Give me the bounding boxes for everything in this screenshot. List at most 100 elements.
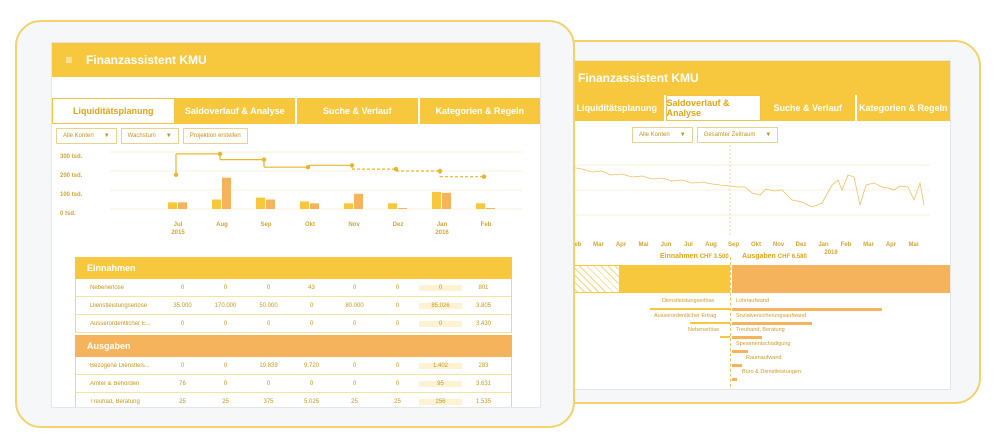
table-cell[interactable]: 0 xyxy=(309,380,314,387)
bar[interactable] xyxy=(476,203,485,209)
table-cell[interactable]: 170.000 xyxy=(214,302,237,309)
table-cell[interactable]: 0 xyxy=(309,302,314,309)
table-row[interactable]: Treuhad, Beratung 25 25 375 5.025 25 25 256 1.53… xyxy=(76,393,511,407)
table-cell[interactable]: 25 xyxy=(179,398,186,405)
table-cell[interactable]: 1.402 xyxy=(419,362,462,369)
bar[interactable] xyxy=(212,199,221,210)
table-cell[interactable]: 85.026 xyxy=(419,302,462,309)
table-row[interactable]: Ausserordentlicher E... 0 0 0 0 0 0 0 3.430 xyxy=(76,315,511,333)
table-cell[interactable]: 0 xyxy=(266,320,271,327)
table-cell[interactable]: 50.000 xyxy=(259,302,278,309)
back-x-tick-label: Okt xyxy=(750,242,761,248)
back-expense-cat-2: Sozialversicherungsaufwand xyxy=(736,313,807,319)
table-cell[interactable]: 0 xyxy=(395,362,400,369)
back-x-tick-label: Jun xyxy=(660,242,672,248)
back-expense-label: Ausgaben CHF 6.580 xyxy=(742,253,807,260)
balance-point[interactable] xyxy=(173,172,179,177)
back-app-bar: Finanzassistent KMU xyxy=(570,61,950,95)
account-select[interactable]: Alle Konten ▼ xyxy=(56,128,117,144)
expenses-table: Bezogene Dienstleis... 0 0 19.839 9.720 0 0 1.4… xyxy=(75,357,512,407)
table-cell[interactable]: 80.000 xyxy=(345,302,364,309)
table-cell[interactable]: 0 xyxy=(419,320,462,327)
bar[interactable] xyxy=(222,177,231,209)
table-cell[interactable]: 35.000 xyxy=(173,302,192,309)
back-income-cat-bar xyxy=(690,322,730,324)
table-cell[interactable]: 19.839 xyxy=(259,362,278,369)
table-row[interactable]: Bezogene Dienstleis... 0 0 19.839 9.720 0 0 1.4… xyxy=(76,357,511,375)
balance-point[interactable] xyxy=(393,166,399,172)
table-cell[interactable]: 25 xyxy=(394,398,401,405)
table-cell[interactable]: 0 xyxy=(352,320,357,327)
table-cell[interactable]: 0 xyxy=(223,284,228,291)
create-projection-button[interactable]: Projektion erstellen xyxy=(182,128,248,144)
table-cell[interactable]: 0 xyxy=(266,380,271,387)
table-cell[interactable]: 0 xyxy=(352,284,357,291)
table-cell[interactable]: 76 xyxy=(179,380,186,387)
table-cell[interactable]: 375 xyxy=(263,398,274,405)
bar[interactable] xyxy=(388,203,397,209)
table-cell[interactable]: 0 xyxy=(395,302,400,309)
bar[interactable] xyxy=(256,197,265,209)
back-account-select[interactable]: Alle Konten ▼ xyxy=(632,127,693,143)
table-cell[interactable]: 9.720 xyxy=(303,362,319,369)
table-cell[interactable]: 0 xyxy=(395,380,400,387)
back-income-cat-1: Dienstleistungserlöse xyxy=(662,298,715,304)
back-tab-categories[interactable]: Kategorien & Regeln xyxy=(856,95,950,121)
bar[interactable] xyxy=(168,202,177,209)
table-row[interactable]: Ämter & Behörden 76 0 0 0 0 0 95 3.631 xyxy=(76,375,511,393)
table-cell[interactable]: 0 xyxy=(395,320,400,327)
table-cell[interactable]: 25 xyxy=(351,398,358,405)
table-cell[interactable]: 0 xyxy=(180,284,185,291)
table-cell[interactable]: 0 xyxy=(309,320,314,327)
table-cell[interactable]: 1.535 xyxy=(475,398,491,405)
tab-categories[interactable]: Kategorien & Regeln xyxy=(419,98,540,124)
table-cell[interactable]: 0 xyxy=(395,284,400,291)
back-tab-balance[interactable]: Saldoverlauf & Analyse xyxy=(665,95,761,121)
growth-select[interactable]: Wachstum ▼ xyxy=(120,128,179,144)
back-tab-liquidity[interactable]: Liquiditätsplanung xyxy=(570,95,666,121)
table-cell[interactable]: 3.805 xyxy=(475,302,491,309)
bar[interactable] xyxy=(344,203,353,209)
table-cell[interactable]: 0 xyxy=(419,284,462,291)
table-cell[interactable]: 43 xyxy=(308,284,315,291)
back-x-tick-label: Jan xyxy=(818,242,829,248)
tab-liquidity[interactable]: Liquiditätsplanung xyxy=(52,98,175,124)
balance-point[interactable] xyxy=(481,174,487,179)
table-cell[interactable]: 3.430 xyxy=(475,320,491,327)
table-cell[interactable]: 283 xyxy=(478,362,489,369)
table-cell[interactable]: 0 xyxy=(223,320,228,327)
table-cell[interactable]: 0 xyxy=(223,362,228,369)
back-period-select[interactable]: Gesamter Zeitraum ▼ xyxy=(696,127,779,143)
table-cell[interactable]: 0 xyxy=(352,380,357,387)
table-cell[interactable]: 0 xyxy=(223,380,228,387)
table-cell[interactable]: 0 xyxy=(266,284,271,291)
back-expense-cat-bar xyxy=(732,350,748,353)
balance-point[interactable] xyxy=(261,157,267,162)
bar[interactable] xyxy=(300,201,309,209)
bar[interactable] xyxy=(310,203,319,209)
menu-icon[interactable]: ≡ xyxy=(65,53,73,67)
table-cell[interactable]: 5.025 xyxy=(303,398,319,405)
table-cell[interactable]: 0 xyxy=(352,362,357,369)
back-tab-search[interactable]: Suche & Verlauf xyxy=(761,95,857,121)
table-cell[interactable]: 3.631 xyxy=(475,380,491,387)
tab-search[interactable]: Suche & Verlauf xyxy=(297,98,420,124)
bar[interactable] xyxy=(398,208,407,209)
bar[interactable] xyxy=(178,202,187,209)
table-cell[interactable]: 256 xyxy=(419,398,462,405)
table-cell[interactable]: 0 xyxy=(180,362,185,369)
table-row[interactable]: Dienstleistungserlöse 35.000 170.000 50.000… xyxy=(76,297,511,315)
back-x-tick-label: Mar xyxy=(593,242,604,248)
bar[interactable] xyxy=(266,199,275,210)
table-cell[interactable]: 0 xyxy=(180,320,185,327)
table-row[interactable]: Nebenerlöse 0 0 0 43 0 0 0 801 xyxy=(76,279,511,297)
balance-point[interactable] xyxy=(217,151,223,157)
tab-balance[interactable]: Saldoverlauf & Analyse xyxy=(174,98,297,124)
table-cell[interactable]: 95 xyxy=(419,380,462,387)
table-cell[interactable]: 25 xyxy=(222,398,229,405)
bar[interactable] xyxy=(354,193,363,209)
bar[interactable] xyxy=(432,191,441,209)
bar[interactable] xyxy=(486,208,495,209)
table-cell[interactable]: 801 xyxy=(478,284,489,291)
bar[interactable] xyxy=(442,192,451,209)
